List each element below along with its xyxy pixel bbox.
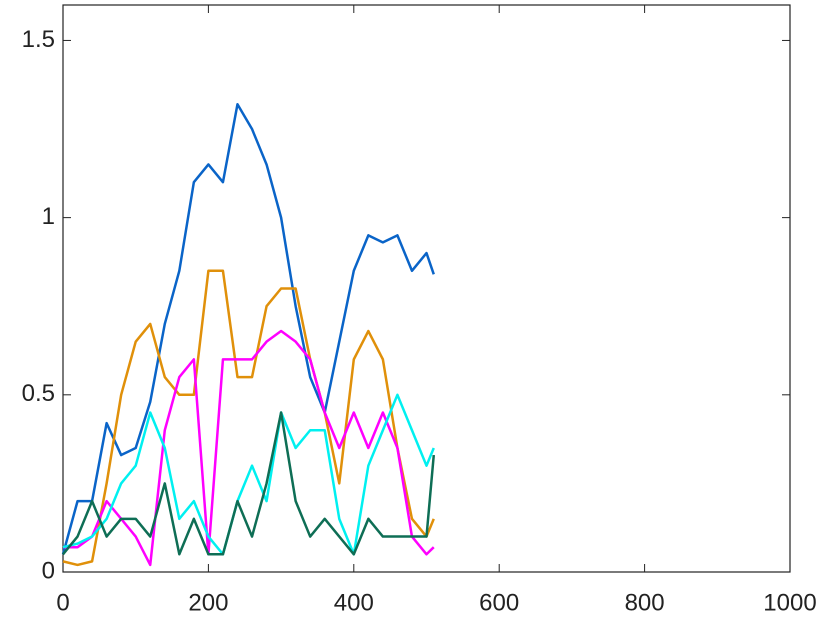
series-line — [63, 329, 435, 567]
series-line — [62, 411, 436, 556]
x-tick-label: 0 — [56, 589, 69, 616]
x-tick-label: 600 — [479, 589, 519, 616]
series-line — [61, 102, 435, 555]
x-tick-label: 800 — [625, 589, 665, 616]
y-tick-label: 1.5 — [22, 26, 55, 53]
series-line — [62, 393, 435, 556]
y-tick-label: 1 — [42, 203, 55, 230]
series-line — [62, 269, 435, 567]
plot-frame — [62, 4, 791, 573]
x-tick-label: 400 — [334, 589, 374, 616]
x-tick-label: 200 — [188, 589, 228, 616]
x-tick-label: 1000 — [763, 589, 816, 616]
y-tick-label: 0.5 — [22, 380, 55, 407]
y-tick-label: 0 — [42, 557, 55, 584]
